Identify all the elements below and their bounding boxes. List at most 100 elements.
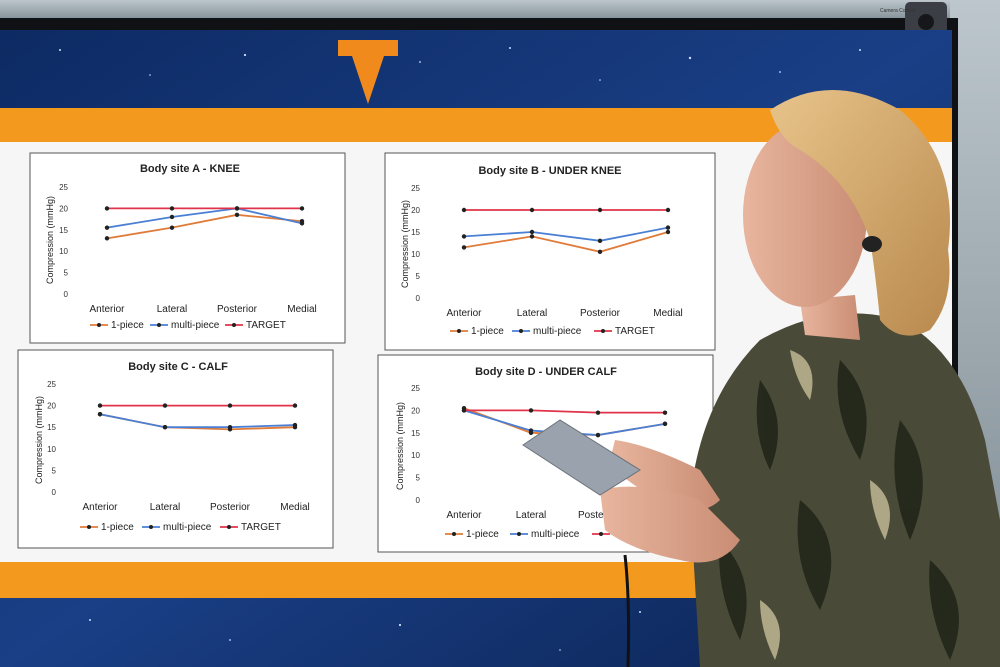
legend-marker [157,323,161,327]
y-axis-label: Compression (mmHg) [400,200,410,288]
y-tick-label: 5 [416,474,421,483]
series-line-target [464,409,665,414]
camera-lens-icon [918,14,934,30]
data-point [461,408,467,413]
chart-title: Body site C - CALF [128,361,228,373]
legend-marker [599,532,603,536]
chart-panel-knee: Body site A - KNEE Compression (mmHg) 0 5… [29,152,346,344]
data-point [97,403,103,408]
data-point [169,214,175,220]
shirt-highlights [760,350,890,660]
x-category-label: Anterior [446,308,482,319]
data-point [169,225,175,230]
data-point [234,206,240,211]
legend-label: TARGET [246,320,286,331]
data-point [529,207,535,213]
y-tick-label: 25 [411,384,420,393]
y-tick-label: 0 [416,496,421,505]
y-tick-label: 10 [59,247,68,256]
y-tick-label: 25 [47,380,56,389]
data-point [461,245,467,250]
legend-label: 1-piece [111,320,144,331]
series-line-1-piece [106,213,303,240]
data-point [169,206,175,211]
x-category-label: Lateral [517,308,548,319]
tablet-device [522,419,641,496]
data-point [597,238,603,243]
chart-panel-under-knee: Body site B - UNDER KNEE Compression (mm… [384,152,716,351]
y-tick-label: 0 [52,488,57,497]
data-point [662,421,668,427]
legend-marker [457,329,461,333]
legend-label: multi-piece [171,320,220,331]
y-tick-label: 20 [47,402,56,411]
y-axis-label: Compression (mmHg) [45,196,55,284]
y-tick-label: 25 [411,184,420,193]
chart-title: Body site D - UNDER CALF [475,366,617,378]
data-point [665,207,671,213]
legend-label: multi-piece [163,522,212,533]
data-point [104,206,110,211]
y-tick-label: 15 [47,423,56,432]
y-axis-label: Compression (mmHg) [395,402,405,490]
presenter [522,90,1000,667]
x-category-label: Medial [653,308,682,319]
legend-marker [232,323,236,327]
data-point [227,425,233,430]
data-point [299,206,305,211]
chart-frame [17,349,334,549]
data-point [597,207,603,213]
data-point [595,410,601,415]
data-point [162,425,168,430]
legend-label: TARGET [241,522,281,533]
x-category-label: Anterior [82,502,118,513]
y-tick-label: 20 [59,204,68,213]
chart-title: Body site A - KNEE [140,163,240,175]
data-point [292,403,298,408]
shirt-pattern [719,360,959,660]
data-point [529,234,535,239]
data-point [595,432,601,438]
x-category-label: Anterior [89,304,125,315]
x-category-label: Posterior [580,308,621,319]
y-tick-label: 5 [52,466,57,475]
presenter-hair [770,90,950,336]
y-tick-label: 5 [64,269,69,278]
y-tick-label: 10 [411,451,420,460]
data-point [234,212,240,218]
y-tick-label: 20 [411,206,420,215]
y-axis-label: Compression (mmHg) [34,396,44,484]
x-category-label: Lateral [157,304,188,315]
data-point [461,234,467,239]
cable [623,554,631,667]
series-line-1-piece [463,231,669,253]
camera-label: Camera Control [880,8,915,14]
legend-label: multi-piece [531,529,580,540]
data-point [104,225,110,230]
x-category-label: Posterior [578,510,619,521]
y-tick-label: 0 [416,294,421,303]
hair-tie [862,236,882,252]
x-category-label: Lateral [516,510,547,521]
y-tick-label: 5 [416,272,421,281]
data-point [292,422,298,428]
legend-label: 1-piece [471,326,504,337]
x-category-label: Posterior [217,304,258,315]
y-tick-label: 15 [59,226,68,235]
data-point [299,221,305,226]
y-tick-label: 10 [411,250,420,259]
legend-label: 1-piece [466,529,499,540]
chart-panel-calf: Body site C - CALF Compression (mmHg) 0 5… [17,349,334,549]
ceiling-window [0,0,1000,22]
data-point [227,403,233,408]
data-point [529,229,535,235]
down-arrow-icon [338,40,398,104]
data-point [665,229,671,235]
legend-marker [601,329,605,333]
data-point [665,225,671,230]
chart-frame [384,152,716,351]
x-category-label: Anterior [446,510,482,521]
y-tick-label: 20 [411,406,420,415]
y-tick-label: 10 [47,445,56,454]
legend-marker [227,525,231,529]
